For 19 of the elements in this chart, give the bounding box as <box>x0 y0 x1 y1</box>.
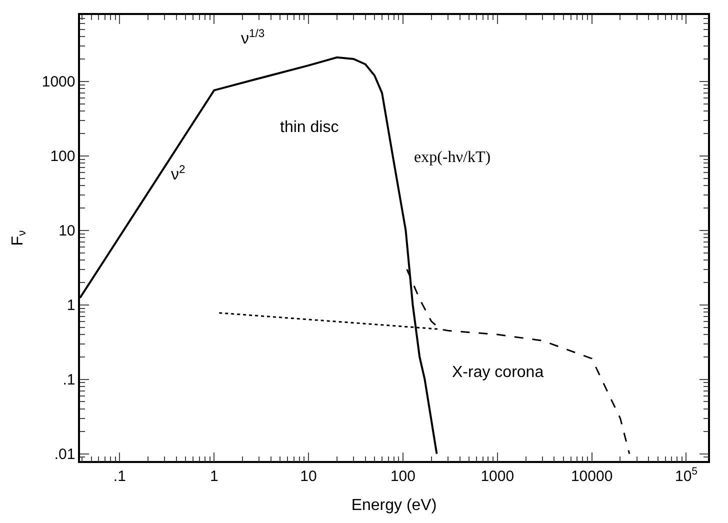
y-tick-label: 10 <box>58 222 76 240</box>
x-tick-label: 10000 <box>570 468 613 485</box>
y-tick-label: 100 <box>50 148 76 166</box>
x-tick-label: 1000 <box>480 468 514 485</box>
x-tick-label: 1 <box>210 468 218 485</box>
annotation: ν$^{2}$ <box>171 164 186 184</box>
x-axis-title: Energy (eV) <box>351 496 437 514</box>
y-tick-label: .01 <box>54 446 76 464</box>
annotation: X-ray corona <box>452 364 544 381</box>
x-tick-label: 100 <box>390 468 416 485</box>
annotation: thin disc <box>280 119 339 136</box>
y-tick-label: .1 <box>62 372 76 389</box>
annotation: ν$^{1/3}$ <box>241 28 265 48</box>
annotation: exp(-hν/kT) <box>414 149 491 166</box>
x-tick-label: .1 <box>113 468 126 485</box>
y-tick-label: 1 <box>66 297 76 314</box>
x-tick-label: 10 <box>300 468 317 485</box>
y-tick-label: 1000 <box>42 74 76 91</box>
x-tick-label: 10$^{5}$ <box>674 465 698 485</box>
